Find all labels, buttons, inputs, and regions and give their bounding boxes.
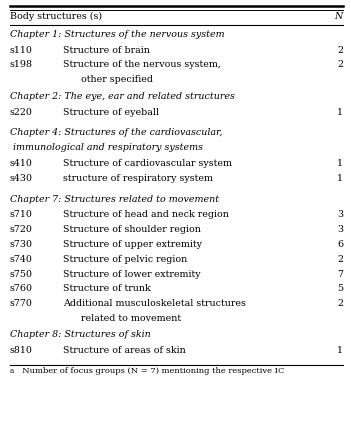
Text: 1: 1 (337, 159, 343, 168)
Text: Additional musculoskeletal structures: Additional musculoskeletal structures (63, 299, 246, 308)
Text: structure of respiratory system: structure of respiratory system (63, 174, 213, 183)
Text: Structure of brain: Structure of brain (63, 46, 150, 55)
Text: s198: s198 (10, 60, 33, 69)
Text: s410: s410 (10, 159, 33, 168)
Text: other specified: other specified (81, 75, 153, 84)
Text: 7: 7 (337, 270, 343, 278)
Text: Structure of head and neck region: Structure of head and neck region (63, 211, 229, 219)
Text: Number of focus groups (N = 7) mentioning the respective IC: Number of focus groups (N = 7) mentionin… (17, 367, 284, 375)
Text: s750: s750 (10, 270, 33, 278)
Text: 3: 3 (337, 211, 343, 219)
Text: s110: s110 (10, 46, 33, 55)
Text: immunological and respiratory systems: immunological and respiratory systems (10, 143, 203, 152)
Text: Body structures (s): Body structures (s) (10, 12, 102, 21)
Text: Structure of pelvic region: Structure of pelvic region (63, 255, 187, 264)
Text: Chapter 8: Structures of skin: Chapter 8: Structures of skin (10, 330, 151, 340)
Text: Structure of areas of skin: Structure of areas of skin (63, 346, 186, 355)
Text: Chapter 7: Structures related to movement: Chapter 7: Structures related to movemen… (10, 194, 219, 203)
Text: Structure of lower extremity: Structure of lower extremity (63, 270, 201, 278)
Text: Structure of cardiovascular system: Structure of cardiovascular system (63, 159, 232, 168)
Text: s770: s770 (10, 299, 33, 308)
Text: 2: 2 (337, 46, 343, 55)
Text: Chapter 4: Structures of the cardiovascular,: Chapter 4: Structures of the cardiovascu… (10, 128, 223, 137)
Text: s730: s730 (10, 240, 33, 249)
Text: related to movement: related to movement (81, 314, 181, 323)
Text: 5: 5 (337, 284, 343, 293)
Text: Chapter 2: The eye, ear and related structures: Chapter 2: The eye, ear and related stru… (10, 92, 235, 101)
Text: s710: s710 (10, 211, 33, 219)
Text: a: a (10, 367, 14, 375)
Text: Structure of shoulder region: Structure of shoulder region (63, 225, 201, 234)
Text: s220: s220 (10, 108, 33, 117)
Text: s810: s810 (10, 346, 33, 355)
Text: s760: s760 (10, 284, 33, 293)
Text: s430: s430 (10, 174, 33, 183)
Text: Structure of trunk: Structure of trunk (63, 284, 151, 293)
Text: 3: 3 (337, 225, 343, 234)
Text: 2: 2 (337, 60, 343, 69)
Text: s740: s740 (10, 255, 33, 264)
Text: 2: 2 (337, 255, 343, 264)
Text: N: N (335, 12, 343, 21)
Text: 6: 6 (337, 240, 343, 249)
Text: Structure of upper extremity: Structure of upper extremity (63, 240, 202, 249)
Text: 1: 1 (337, 108, 343, 117)
Text: 1: 1 (337, 174, 343, 183)
Text: 1: 1 (337, 346, 343, 355)
Text: Chapter 1: Structures of the nervous system: Chapter 1: Structures of the nervous sys… (10, 30, 225, 39)
Text: 2: 2 (337, 299, 343, 308)
Text: Structure of the nervous system,: Structure of the nervous system, (63, 60, 221, 69)
Text: Structure of eyeball: Structure of eyeball (63, 108, 159, 117)
Text: s720: s720 (10, 225, 33, 234)
